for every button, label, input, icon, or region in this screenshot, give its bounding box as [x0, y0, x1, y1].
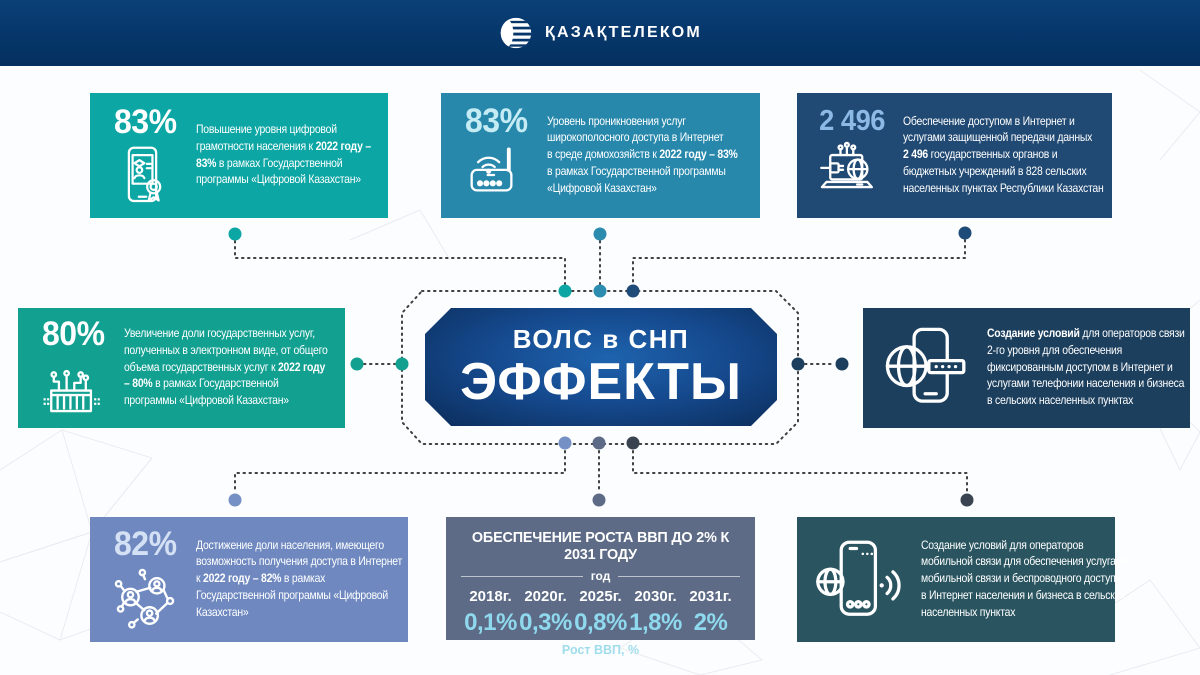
gdp-column: 2020г. 0,3%	[518, 588, 573, 637]
card-egov-services: 80% Увеличение д	[18, 308, 345, 428]
card-text: Уровень проникновения услуг широкополосн…	[547, 114, 738, 195]
card-text: Увеличение доли государственных услуг, п…	[124, 327, 328, 408]
connector-dot	[593, 227, 607, 241]
gdp-axis-bottom: Рост ВВП, %	[461, 643, 740, 657]
gdp-table: 2018г. 0,1% 2020г. 0,3% 2025г. 0,8% 2030…	[461, 588, 740, 637]
stat-egov: 80%	[41, 314, 105, 353]
header-bar: ҚАЗАҚТЕЛЕКОМ	[0, 0, 1200, 66]
card-text: Обеспечение доступом в Интернет и услуга…	[903, 114, 1104, 195]
connector-dot	[228, 227, 242, 241]
wifi-router-icon	[470, 147, 513, 192]
connector-dot	[558, 436, 572, 450]
divider-line	[618, 575, 741, 577]
laptop-globe-icon	[820, 141, 873, 188]
gdp-column: 2030г. 1,8%	[628, 588, 683, 637]
connector-dot	[593, 284, 607, 298]
divider-line	[461, 575, 583, 577]
gdp-column: 2025г. 0,8%	[573, 588, 628, 637]
card-broadband-penetration: 83% Уровень проникновения услуг широкопо…	[441, 93, 760, 218]
divider-line	[461, 649, 554, 651]
government-building-icon	[43, 369, 100, 412]
stat-govt-access: 2 496	[819, 104, 885, 137]
card-text: Достижение доли населения, имеющего возм…	[196, 538, 403, 619]
card-population-internet: 82%	[90, 517, 408, 642]
gdp-axis-bottom-label: Рост ВВП, %	[561, 643, 640, 657]
connector-top-left	[234, 240, 566, 285]
card-gdp-growth: ОБЕСПЕЧЕНИЕ РОСТА ВВП ДО 2% К 2031 ГОДУ …	[446, 517, 755, 657]
connector-bottom-right	[632, 450, 968, 494]
center-badge: ВОЛС в СНП ЭФФЕКТЫ	[425, 308, 777, 426]
stat-broadband: 83%	[464, 102, 528, 140]
gdp-value: 2%	[693, 609, 728, 636]
connector-dot	[835, 357, 849, 371]
connector-top-right	[632, 239, 966, 285]
connector-dot	[626, 284, 640, 298]
card-text: Создание условий для операторов связи 2-…	[987, 327, 1185, 408]
tablet-certificate-icon	[127, 146, 162, 203]
kazakhtelecom-globe-icon	[500, 17, 532, 49]
connector-dot	[958, 226, 972, 240]
badge-title: ЭФФЕКТЫ	[460, 353, 742, 412]
badge-subtitle: ВОЛС в СНП	[512, 324, 690, 355]
card-text: Повышение уровня цифровой грамотности на…	[196, 122, 371, 187]
card-digital-literacy: 83% Повышение уровня цифровой грамотност…	[90, 93, 388, 218]
connector-dots	[228, 226, 974, 507]
gdp-column: 2018г. 0,1%	[463, 588, 518, 637]
connector-dot	[626, 436, 640, 450]
gdp-title: ОБЕСПЕЧЕНИЕ РОСТА ВВП ДО 2% К 2031 ГОДУ	[471, 529, 730, 563]
phone-globe-password-icon	[885, 327, 966, 403]
connector-dot	[228, 493, 242, 507]
brand-wordmark: ҚАЗАҚТЕЛЕКОМ	[545, 24, 702, 41]
divider-line	[647, 649, 740, 651]
gdp-year: 2025г.	[579, 588, 622, 605]
phone-globe-signal-icon	[816, 540, 901, 616]
connector-dot	[395, 357, 409, 371]
gdp-axis-top: год	[461, 569, 741, 583]
connector-dot	[960, 493, 974, 507]
gdp-year: 2020г.	[524, 588, 567, 605]
connector-dot	[592, 493, 606, 507]
gdp-axis-top-label: год	[590, 569, 611, 583]
connector-dot	[558, 284, 572, 298]
gdp-year: 2030г.	[634, 588, 677, 605]
stat-population-internet: 82%	[113, 525, 177, 563]
card-text: Создание условий для операторов мобильно…	[921, 538, 1129, 619]
card-govt-internet-access: 2 496 Обеспечение доступом в Интернет и …	[797, 93, 1112, 218]
people-network-icon	[114, 568, 175, 629]
card-fixed-operators: Создание условий для операторов связи 2-…	[863, 308, 1190, 428]
stat-digital-literacy: 83%	[113, 103, 177, 141]
gdp-value: 1,8%	[629, 609, 682, 636]
connector-dot	[592, 436, 606, 450]
gdp-value: 0,3%	[519, 609, 572, 636]
connector-bottom-left	[234, 450, 566, 494]
gdp-value: 0,8%	[574, 609, 627, 636]
gdp-value: 0,1%	[464, 609, 517, 636]
connector-dot	[350, 357, 364, 371]
gdp-year: 2018г.	[469, 588, 512, 605]
gdp-year: 2031г.	[689, 588, 732, 605]
connector-dot	[791, 357, 805, 371]
gdp-column: 2031г. 2%	[683, 588, 738, 637]
card-mobile-operators: Создание условий для операторов мобильно…	[797, 517, 1129, 642]
